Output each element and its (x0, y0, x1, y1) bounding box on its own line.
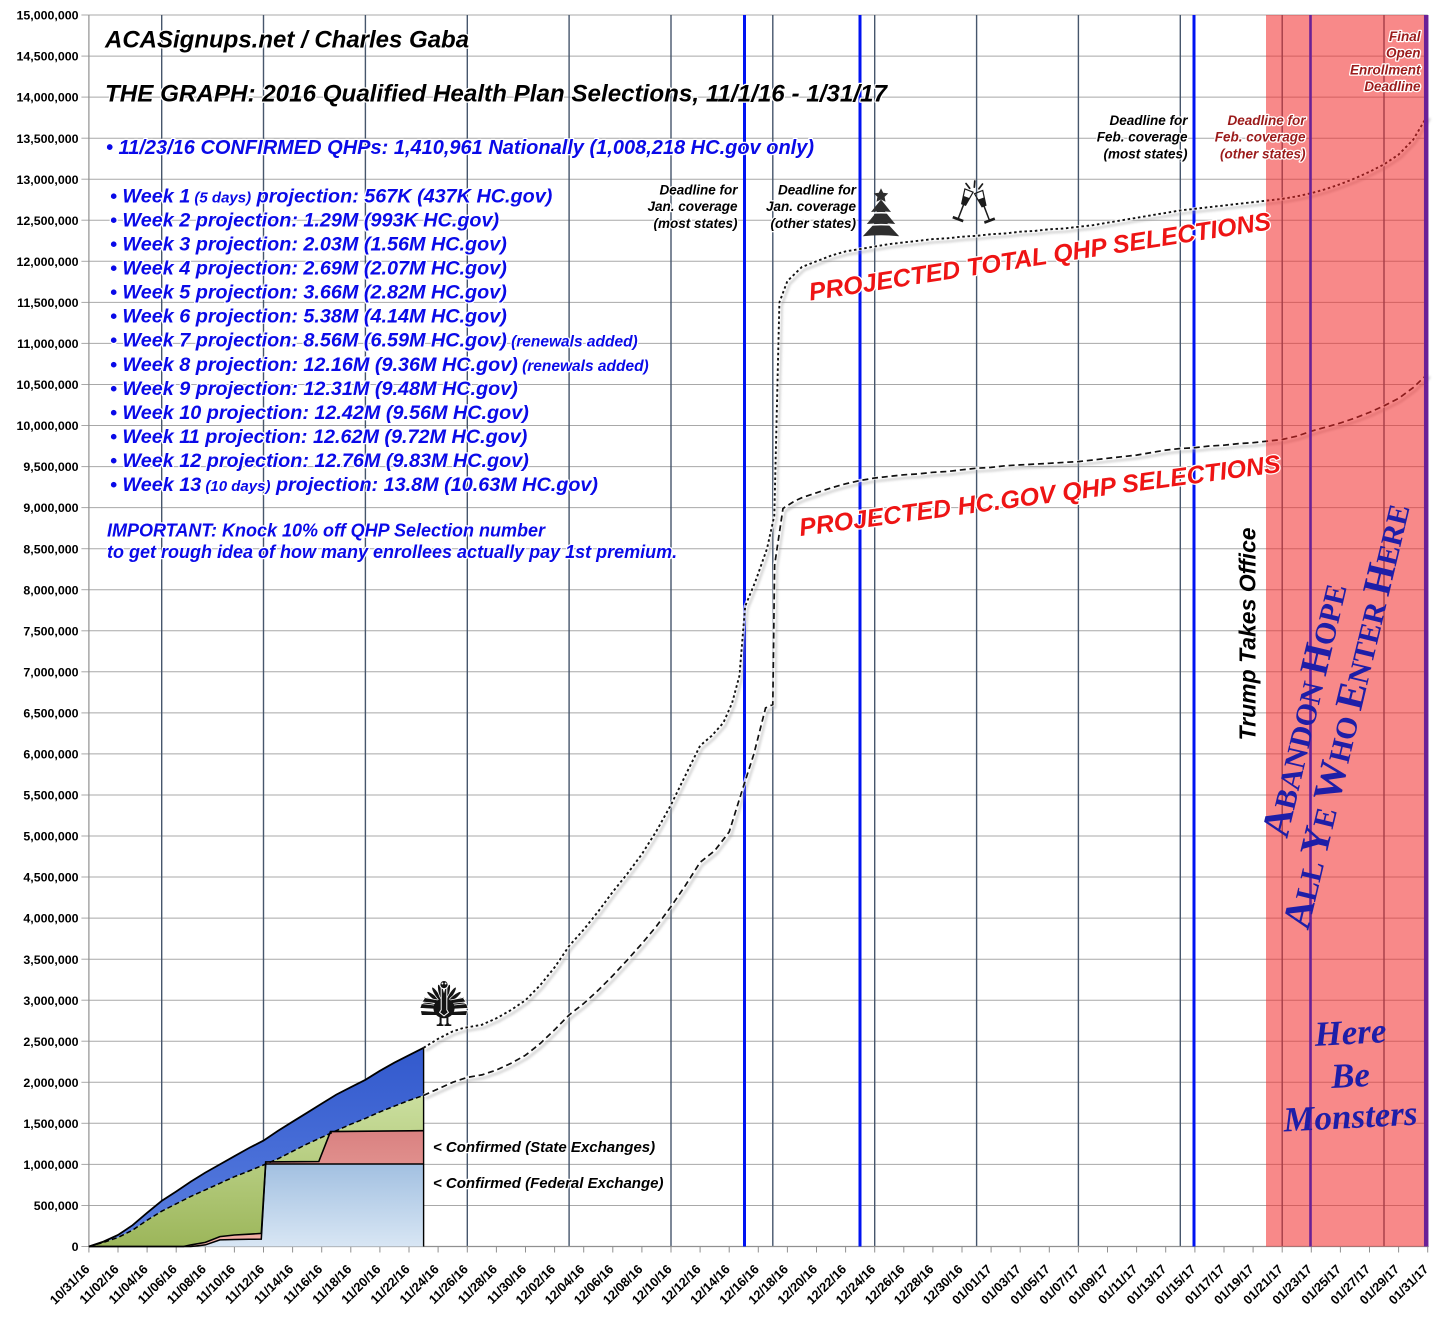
svg-text:3,000,000: 3,000,000 (23, 994, 78, 1008)
svg-text:5,500,000: 5,500,000 (23, 789, 78, 803)
svg-text:Deadline for: Deadline for (778, 183, 857, 198)
svg-text:6,000,000: 6,000,000 (23, 748, 78, 762)
svg-text:6,500,000: 6,500,000 (23, 707, 78, 721)
svg-text:2,500,000: 2,500,000 (23, 1035, 78, 1049)
svg-text:12,000,000: 12,000,000 (16, 255, 78, 269)
svg-text:• Week 5 projection: 3.66M (2.: • Week 5 projection: 3.66M (2.82M HC.gov… (110, 282, 507, 304)
svg-text:4,000,000: 4,000,000 (23, 912, 78, 926)
svg-text:Feb. coverage: Feb. coverage (1215, 130, 1306, 145)
svg-text:Feb. coverage: Feb. coverage (1097, 130, 1188, 145)
svg-text:11,500,000: 11,500,000 (17, 296, 78, 310)
svg-text:Deadline: Deadline (1364, 79, 1421, 94)
svg-text:(other states): (other states) (1220, 146, 1306, 161)
svg-text:3,500,000: 3,500,000 (23, 953, 78, 967)
svg-text:to get rough idea of how many: to get rough idea of how many enrollees … (107, 542, 677, 562)
svg-text:ACASignups.net / Charles Gaba: ACASignups.net / Charles Gaba (104, 27, 469, 54)
svg-text:• 11/23/16 CONFIRMED QHPs: 1,4: • 11/23/16 CONFIRMED QHPs: 1,410,961 Nat… (106, 137, 814, 159)
svg-text:• Week 4 projection: 2.69M (2.: • Week 4 projection: 2.69M (2.07M HC.gov… (110, 258, 507, 280)
svg-text:Deadline for: Deadline for (1227, 113, 1306, 128)
svg-text:THE GRAPH: 2016 Qualified Heal: THE GRAPH: 2016 Qualified Health Plan Se… (105, 81, 888, 108)
svg-text:(other states): (other states) (770, 216, 856, 231)
svg-text:• Week 2 projection: 1.29M (99: • Week 2 projection: 1.29M (993K HC.gov) (110, 209, 499, 231)
svg-text:• Week 12 projection: 12.76M (: • Week 12 projection: 12.76M (9.83M HC.g… (110, 450, 529, 472)
svg-text:9,000,000: 9,000,000 (23, 501, 78, 515)
svg-text:• Week 8 projection: 12.16M (9: • Week 8 projection: 12.16M (9.36M HC.go… (110, 354, 649, 376)
svg-text:• Week 9 projection: 12.31M (9: • Week 9 projection: 12.31M (9.48M HC.go… (110, 378, 518, 400)
svg-text:4,500,000: 4,500,000 (23, 871, 78, 885)
svg-text:12,500,000: 12,500,000 (16, 214, 78, 228)
svg-text:IMPORTANT: Knock 10% off QHP S: IMPORTANT: Knock 10% off QHP Selection n… (107, 521, 546, 541)
svg-text:< Confirmed (State Exchanges): < Confirmed (State Exchanges) (433, 1139, 655, 1156)
svg-text:8,000,000: 8,000,000 (23, 583, 78, 597)
svg-text:2,000,000: 2,000,000 (23, 1076, 78, 1090)
svg-text:Here: Here (1312, 1011, 1387, 1054)
svg-text:Jan. coverage: Jan. coverage (647, 199, 738, 214)
svg-text:15,000,000: 15,000,000 (16, 9, 78, 23)
svg-text:• Week 3 projection: 2.03M (1.: • Week 3 projection: 2.03M (1.56M HC.gov… (110, 233, 507, 255)
svg-text:• Week 13 (10 days) projection: • Week 13 (10 days) projection: 13.8M (1… (110, 474, 598, 496)
svg-text:Deadline for: Deadline for (1109, 113, 1188, 128)
svg-text:14,500,000: 14,500,000 (16, 50, 78, 64)
svg-text:Enrollment: Enrollment (1350, 62, 1421, 77)
svg-text:10,000,000: 10,000,000 (16, 419, 78, 433)
svg-text:5,000,000: 5,000,000 (23, 830, 78, 844)
svg-text:• Week 10 projection: 12.42M (: • Week 10 projection: 12.42M (9.56M HC.g… (110, 402, 529, 424)
svg-text:Open: Open (1386, 46, 1421, 61)
svg-text:1,500,000: 1,500,000 (23, 1117, 78, 1131)
svg-text:500,000: 500,000 (34, 1199, 79, 1213)
svg-text:(most states): (most states) (1103, 146, 1188, 161)
svg-text:14,000,000: 14,000,000 (16, 91, 78, 105)
svg-text:11,000,000: 11,000,000 (17, 337, 78, 351)
svg-text:• Week 6 projection: 5.38M (4.: • Week 6 projection: 5.38M (4.14M HC.gov… (110, 306, 507, 328)
svg-text:Trump Takes Office: Trump Takes Office (1235, 527, 1261, 740)
svg-text:1,000,000: 1,000,000 (23, 1158, 78, 1172)
svg-text:Monsters: Monsters (1281, 1094, 1418, 1140)
svg-text:Jan. coverage: Jan. coverage (766, 199, 857, 214)
svg-text:• Week 11 projection: 12.62M (: • Week 11 projection: 12.62M (9.72M HC.g… (110, 426, 527, 448)
svg-text:Deadline for: Deadline for (659, 183, 738, 198)
svg-text:10,500,000: 10,500,000 (16, 378, 78, 392)
svg-text:(most states): (most states) (653, 216, 738, 231)
svg-text:8,500,000: 8,500,000 (23, 542, 78, 556)
svg-text:Final: Final (1389, 29, 1421, 44)
svg-text:Be: Be (1329, 1055, 1371, 1096)
svg-text:7,500,000: 7,500,000 (23, 624, 78, 638)
svg-text:< Confirmed (Federal Exchange): < Confirmed (Federal Exchange) (433, 1175, 663, 1192)
svg-text:9,500,000: 9,500,000 (23, 460, 78, 474)
svg-text:13,500,000: 13,500,000 (16, 132, 78, 146)
svg-text:0: 0 (72, 1240, 79, 1254)
svg-text:13,000,000: 13,000,000 (16, 173, 78, 187)
svg-text:7,000,000: 7,000,000 (23, 665, 78, 679)
svg-text:• Week 7 projection: 8.56M (6.: • Week 7 projection: 8.56M (6.59M HC.gov… (110, 330, 638, 352)
svg-text:• Week 1 (5 days) projection:: • Week 1 (5 days) projection: 567K (437K… (110, 185, 552, 207)
